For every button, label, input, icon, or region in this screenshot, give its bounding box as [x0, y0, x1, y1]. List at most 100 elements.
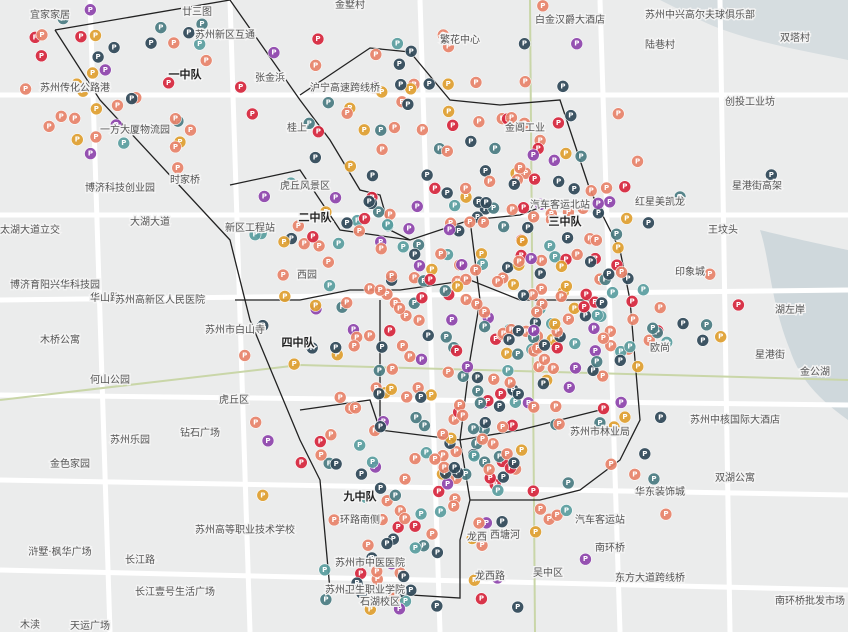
- marker-label: P: [389, 385, 394, 393]
- parking-marker: P: [309, 59, 322, 72]
- parking-marker: P: [611, 241, 625, 255]
- parking-marker: P: [391, 520, 405, 534]
- marker-label: P: [121, 139, 126, 147]
- parking-marker: P: [517, 201, 530, 214]
- marker-dot: [125, 92, 138, 105]
- marker-label: P: [459, 261, 464, 269]
- marker-dot: [534, 267, 547, 280]
- marker-label: P: [484, 519, 489, 527]
- parking-marker: P: [491, 571, 504, 585]
- marker-dot: [295, 456, 308, 469]
- marker-label: P: [401, 243, 406, 251]
- marker-dot: [323, 279, 336, 292]
- place-label: 华东装饰城: [635, 485, 685, 498]
- parking-marker: P: [497, 220, 510, 233]
- parking-marker: P: [653, 301, 667, 314]
- marker-label: P: [556, 119, 561, 127]
- marker-label: P: [438, 508, 443, 516]
- parking-marker: P: [385, 269, 398, 283]
- marker-dot: [477, 215, 490, 229]
- marker-dot: [358, 212, 371, 225]
- parking-marker: P: [309, 299, 322, 312]
- parking-marker: P: [84, 147, 97, 160]
- marker-label: P: [572, 340, 577, 348]
- marker-dot: [547, 154, 561, 167]
- parking-marker: P: [437, 461, 451, 474]
- marker-label: P: [418, 510, 423, 518]
- parking-marker: P: [393, 602, 406, 616]
- marker-label: P: [480, 260, 485, 268]
- parking-marker: P: [507, 177, 521, 191]
- marker-dot: [329, 341, 343, 354]
- parking-marker: P: [479, 164, 492, 178]
- marker-label: P: [566, 479, 571, 487]
- marker-label: P: [501, 329, 506, 337]
- marker-label: P: [39, 31, 44, 39]
- parking-marker: P: [538, 353, 551, 366]
- marker-label: P: [323, 596, 328, 604]
- marker-label: P: [429, 265, 434, 273]
- place-label: 苏州高等职业技术学校: [195, 523, 295, 536]
- parking-marker: P: [659, 507, 673, 521]
- parking-marker: P: [642, 333, 656, 347]
- marker-dot: [568, 337, 582, 350]
- marker-label: P: [578, 152, 583, 160]
- marker-label: P: [475, 213, 480, 221]
- marker-label: P: [75, 136, 80, 144]
- marker-label: P: [374, 384, 379, 392]
- parking-marker: P: [441, 477, 454, 491]
- marker-label: P: [495, 486, 500, 494]
- marker-label: P: [531, 487, 536, 495]
- marker-label: P: [472, 576, 477, 584]
- marker-dot: [502, 333, 516, 346]
- marker-label: P: [769, 171, 774, 179]
- marker-dot: [591, 197, 605, 210]
- marker-dot: [497, 220, 510, 233]
- marker-dot: [340, 106, 354, 120]
- marker-label: P: [398, 507, 403, 515]
- parking-marker: P: [89, 130, 103, 144]
- marker-dot: [363, 329, 376, 342]
- marker-dot: [500, 447, 514, 461]
- marker-dot: [448, 199, 461, 212]
- marker-label: P: [355, 217, 360, 225]
- parking-marker: P: [144, 36, 158, 50]
- parking-marker: P: [448, 461, 461, 474]
- parking-marker: P: [518, 75, 532, 88]
- marker-label: P: [541, 380, 546, 388]
- marker-dot: [352, 224, 366, 238]
- marker-label: P: [316, 128, 321, 136]
- parking-marker: P: [507, 278, 520, 291]
- marker-dot: [314, 448, 328, 462]
- parking-marker: P: [550, 341, 564, 355]
- marker-label: P: [563, 149, 568, 157]
- parking-marker: P: [475, 538, 489, 552]
- marker-label: P: [536, 363, 541, 371]
- marker-dot: [700, 318, 713, 332]
- marker-label: P: [452, 495, 457, 503]
- parking-marker: P: [567, 182, 581, 196]
- marker-label: P: [642, 450, 647, 458]
- marker-dot: [402, 222, 416, 236]
- marker-label: P: [368, 605, 373, 613]
- marker-label: P: [538, 200, 543, 208]
- marker-dot: [455, 258, 469, 271]
- marker-label: P: [396, 523, 401, 531]
- marker-label: P: [327, 282, 332, 290]
- marker-label: P: [326, 258, 331, 266]
- marker-dot: [471, 384, 485, 398]
- place-label: 金公湖: [800, 365, 830, 378]
- marker-label: P: [318, 451, 323, 459]
- marker-label: P: [252, 231, 257, 239]
- marker-dot: [625, 295, 639, 308]
- marker-dot: [447, 499, 461, 513]
- marker-label: P: [531, 403, 536, 411]
- marker-label: P: [318, 438, 323, 446]
- marker-label: P: [632, 470, 637, 478]
- marker-label: P: [333, 194, 338, 202]
- marker-dot: [261, 434, 275, 448]
- parking-marker: P: [451, 280, 464, 293]
- parking-marker: P: [369, 48, 383, 61]
- marker-dot: [385, 557, 398, 571]
- marker-label: P: [253, 418, 258, 426]
